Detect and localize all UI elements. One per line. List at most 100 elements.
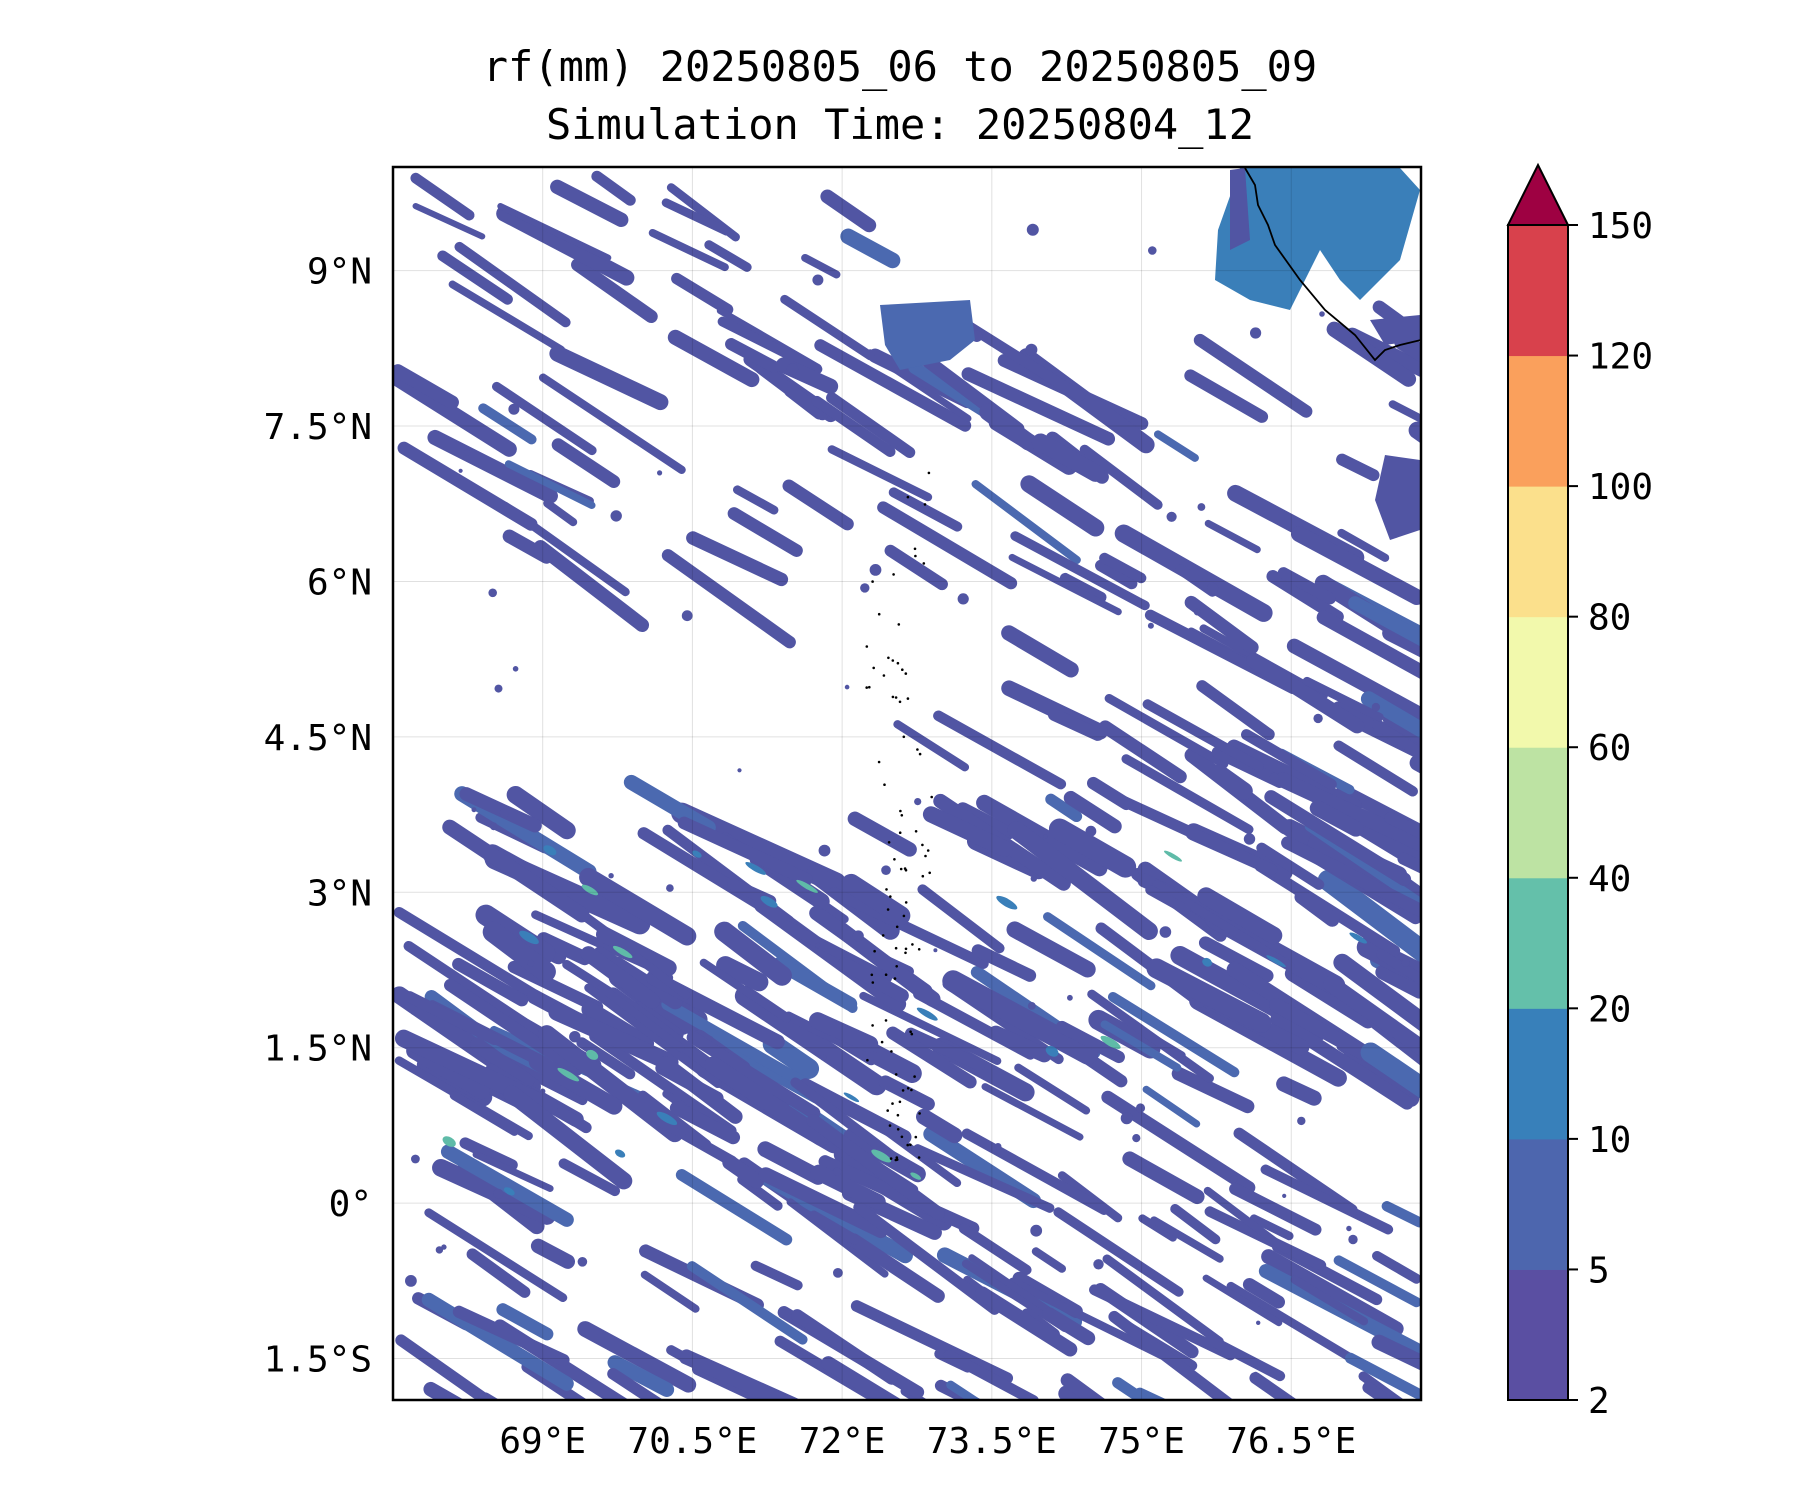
rain-speckle <box>540 1088 546 1094</box>
rain-band <box>1142 1085 1201 1128</box>
rain-band <box>1095 559 1138 590</box>
island-dot <box>894 1073 898 1076</box>
rain-band <box>502 529 554 564</box>
rain-band <box>533 540 650 633</box>
rain-speckle <box>833 1167 842 1176</box>
island-dot <box>930 795 933 799</box>
rain-band <box>1333 740 1418 797</box>
rain-band <box>393 906 548 1006</box>
rain-speckle <box>458 468 463 473</box>
rain-band <box>1203 1186 1290 1254</box>
rain-speckle <box>581 1013 587 1020</box>
rain-band <box>448 280 565 354</box>
rain-band <box>661 998 809 1088</box>
rain-band <box>979 403 1037 451</box>
rain-speckle <box>463 449 471 456</box>
rain-band <box>548 1003 679 1072</box>
rain-speckle <box>1193 608 1201 616</box>
island-dot <box>928 871 931 875</box>
rain-heavy-patch <box>1045 1046 1059 1057</box>
island-dot <box>884 1019 888 1022</box>
island-dot <box>894 696 898 699</box>
rain-band <box>496 205 635 286</box>
rain-band <box>780 294 875 361</box>
chart-subtitle: Simulation Time: 20250804_12 <box>545 100 1254 149</box>
island-dot <box>902 735 906 739</box>
rain-band <box>1209 764 1253 800</box>
island-dot <box>885 888 888 891</box>
island-dot <box>918 1112 921 1115</box>
colorbar-segment <box>1508 877 1568 1009</box>
rain-band <box>916 1108 963 1144</box>
rain-heavy-patch <box>557 1067 580 1082</box>
island-dot <box>877 760 881 764</box>
rain-band <box>1048 818 1137 878</box>
rain-band <box>772 956 858 1011</box>
rain-band <box>577 1321 697 1393</box>
rain-band <box>1047 708 1105 741</box>
rain-band <box>1333 953 1421 1032</box>
rain-band <box>1138 1214 1177 1242</box>
lon-tick-label: 69°E <box>499 1421 586 1462</box>
rain-heavy-patch <box>692 850 702 858</box>
rain-band <box>820 189 877 233</box>
rain-band <box>1193 333 1313 418</box>
rain-heavy-patch <box>503 1187 515 1196</box>
rain-speckle <box>1026 223 1039 236</box>
island-dot <box>909 1143 912 1147</box>
rain-speckle <box>852 930 864 942</box>
rain-band <box>827 445 933 502</box>
rain-band <box>1112 1377 1154 1400</box>
colorbar-segment <box>1508 355 1568 487</box>
rain-heavy-patch <box>612 945 633 959</box>
rain-band <box>806 1113 945 1221</box>
rain-band <box>1142 699 1264 772</box>
colorbar-segment <box>1508 616 1568 748</box>
rain-band <box>888 487 963 532</box>
rain-band <box>1256 842 1325 890</box>
rain-band <box>725 338 781 373</box>
rain-band <box>576 1037 636 1080</box>
island-dot <box>893 858 896 861</box>
island-dot <box>877 612 881 616</box>
rain-band <box>727 507 803 557</box>
rain-band <box>1204 519 1261 554</box>
rain-band <box>607 1355 675 1397</box>
rain-band <box>846 1233 945 1303</box>
rain-band <box>393 370 517 457</box>
rain-speckle <box>405 1275 417 1287</box>
rain-speckle <box>1025 343 1038 356</box>
lon-tick-label: 72°E <box>799 1421 886 1462</box>
longitude-tick-labels: 69°E 70.5°E 72°E 73.5°E 75°E 76.5°E <box>499 1421 1356 1462</box>
rain-band <box>442 819 590 923</box>
rain-band <box>1010 531 1150 611</box>
rain-band <box>946 1380 982 1400</box>
rain-band <box>648 228 729 272</box>
rain-band <box>1121 754 1254 835</box>
rain-band <box>1170 1204 1221 1245</box>
rain-band <box>1249 1214 1294 1241</box>
rain-band <box>549 345 669 411</box>
island-dot <box>917 1156 921 1159</box>
rain-speckle <box>1101 1045 1112 1056</box>
rain-heavy-area <box>1215 168 1420 310</box>
colorbar-tick-label: 120 <box>1588 337 1653 378</box>
rain-band <box>1043 912 1156 991</box>
rain-band <box>686 1261 808 1345</box>
rain-speckle <box>1093 1259 1104 1270</box>
rain-speckle <box>435 1246 444 1254</box>
rain-band <box>1196 680 1275 741</box>
rain-speckle <box>786 363 799 375</box>
rain-band <box>1286 638 1421 724</box>
rain-band <box>1388 400 1421 424</box>
island-dot <box>871 580 874 583</box>
lon-tick-label: 73.5°E <box>927 1421 1057 1462</box>
rain-band <box>470 1037 535 1088</box>
island-dot <box>904 951 907 955</box>
rain-band <box>913 1144 1055 1213</box>
rain-band <box>686 1031 821 1120</box>
rain-band <box>1202 1274 1283 1327</box>
rain-band <box>1229 1182 1322 1236</box>
rain-band <box>1362 1381 1397 1400</box>
rain-band <box>814 339 972 432</box>
